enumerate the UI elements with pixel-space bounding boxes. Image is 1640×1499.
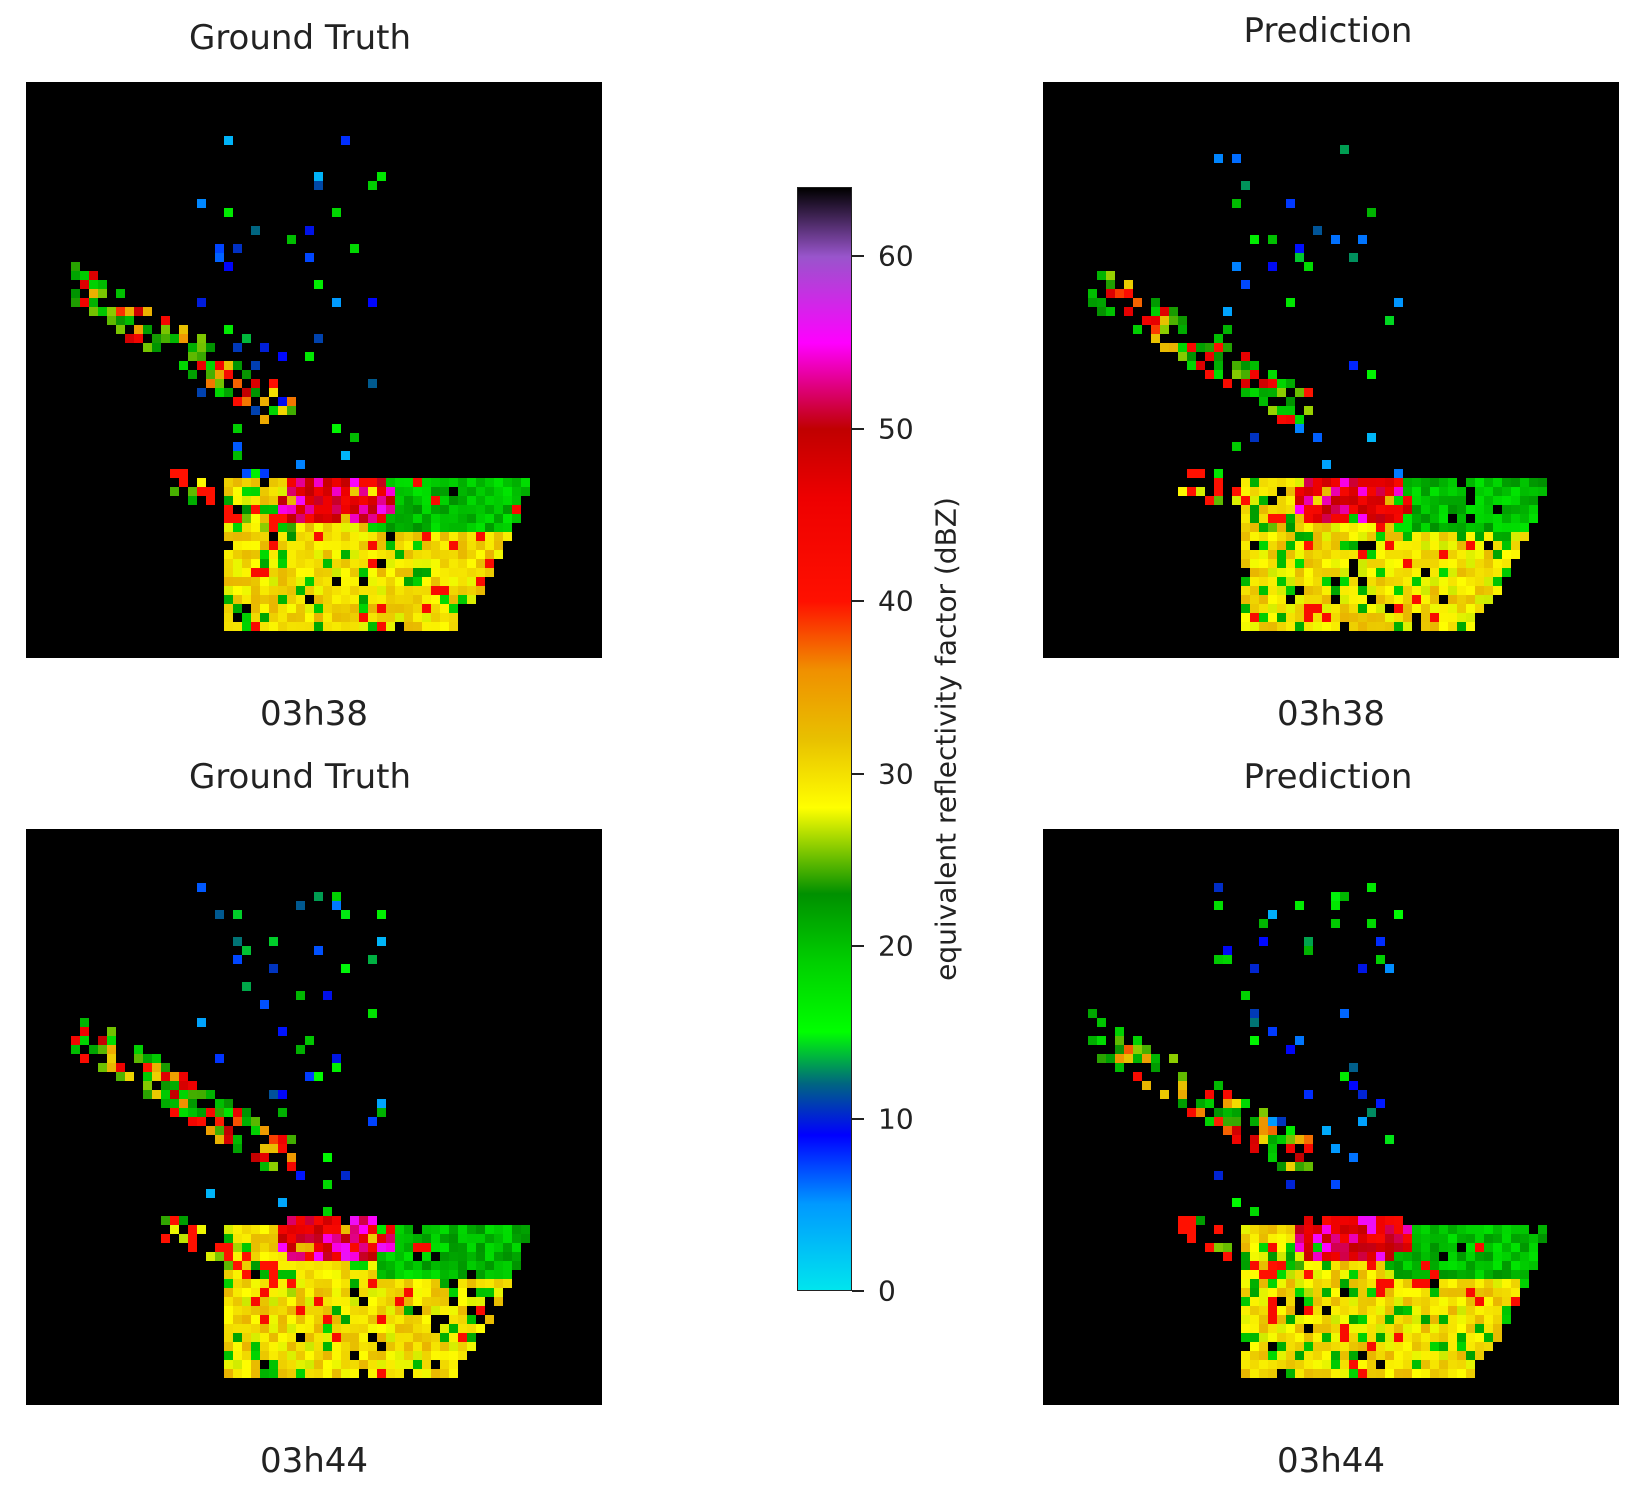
colorbar-tick-label: 0 bbox=[878, 1274, 896, 1308]
panel-time-label: 03h44 bbox=[1276, 1441, 1386, 1481]
colorbar-tick-label: 30 bbox=[878, 757, 914, 790]
panel-title: Prediction bbox=[1243, 757, 1413, 797]
radar-heatmap bbox=[26, 829, 602, 1405]
colorbar-tick-label: 10 bbox=[878, 1102, 914, 1135]
radar-heatmap bbox=[1043, 82, 1619, 658]
colorbar-tick-label: 50 bbox=[878, 412, 914, 445]
panel-time-label: 03h38 bbox=[1276, 694, 1386, 734]
colorbar bbox=[797, 187, 852, 1291]
radar-heatmap bbox=[1043, 829, 1619, 1405]
colorbar-tick bbox=[852, 600, 864, 602]
panel-time-label: 03h38 bbox=[259, 694, 369, 734]
panel-title: Ground Truth bbox=[188, 18, 412, 58]
panel-title: Ground Truth bbox=[188, 757, 412, 797]
colorbar-tick bbox=[852, 255, 864, 257]
colorbar-label: equivalent reflectivity factor (dBZ) bbox=[929, 497, 963, 981]
panel-time-label: 03h44 bbox=[259, 1441, 369, 1481]
colorbar-tick-label: 20 bbox=[878, 929, 914, 963]
colorbar-tick bbox=[852, 427, 864, 430]
radar-heatmap bbox=[26, 82, 602, 658]
colorbar-tick-label: 60 bbox=[878, 239, 914, 273]
panel-title: Prediction bbox=[1243, 11, 1413, 51]
colorbar-tick-label: 40 bbox=[878, 584, 914, 618]
colorbar-tick bbox=[852, 1117, 864, 1120]
colorbar-tick bbox=[852, 1290, 864, 1292]
colorbar-tick bbox=[852, 945, 864, 947]
colorbar-tick bbox=[852, 772, 864, 775]
